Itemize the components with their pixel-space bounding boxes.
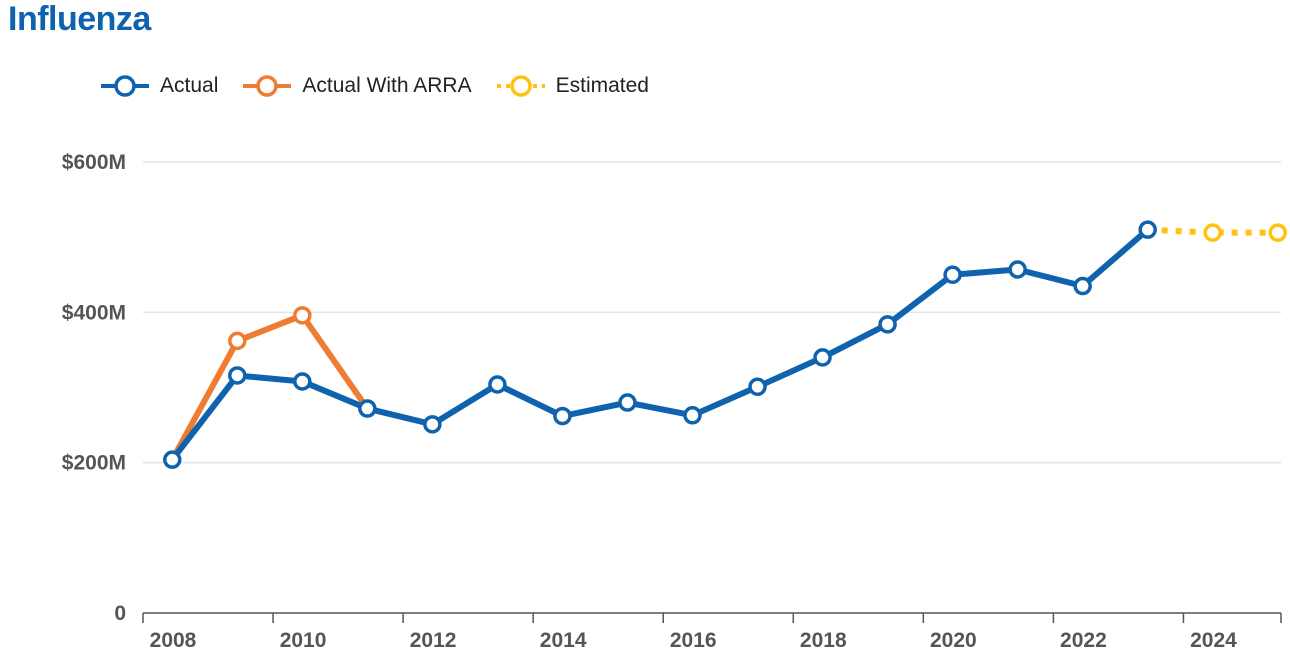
x-tick-label: 2024 — [1190, 629, 1237, 652]
legend-label-actual-with-arra: Actual With ARRA — [302, 74, 472, 97]
x-tick-label: 2010 — [280, 629, 327, 652]
actual-data-point — [488, 375, 507, 394]
x-tick-label: 2020 — [930, 629, 977, 652]
actual-data-point — [748, 377, 767, 396]
actual-data-point — [553, 406, 572, 426]
legend-label-estimated: Estimated — [555, 74, 649, 97]
actual-data-point — [163, 450, 182, 469]
actual-data-point — [293, 372, 312, 391]
x-tick-label: 2018 — [800, 629, 847, 652]
y-tick-label: $200M — [62, 452, 126, 475]
estimated-data-point — [1268, 223, 1287, 242]
y-tick-label: $400M — [62, 301, 126, 324]
legend-actual-marker-icon — [101, 75, 149, 97]
actual-with-arra-data-point — [228, 331, 247, 351]
chart-title: Influenza — [8, 0, 151, 38]
legend-label-actual: Actual — [160, 74, 219, 97]
x-tick-label: 2014 — [540, 629, 587, 652]
actual-data-point — [1008, 260, 1027, 279]
legend: Actual Actual With ARRA Estimated — [100, 70, 673, 102]
actual-data-point — [1073, 276, 1092, 296]
legend-item-actual[interactable]: Actual — [100, 74, 218, 98]
x-tick-label: 2008 — [150, 629, 197, 652]
actual-data-point — [618, 393, 637, 412]
x-tick-label: 2022 — [1060, 629, 1107, 652]
legend-arra-marker-icon — [243, 75, 292, 97]
actual-data-point — [943, 265, 962, 284]
actual-with-arra-data-point — [293, 306, 312, 325]
actual-data-point — [1138, 220, 1157, 239]
actual-with-arra-series-line — [169, 312, 371, 463]
legend-estimated-marker-icon — [496, 75, 545, 97]
legend-item-estimated[interactable]: Estimated — [496, 74, 649, 98]
actual-data-point — [358, 399, 377, 418]
y-tick-label: $600M — [62, 151, 126, 174]
actual-data-point — [878, 315, 897, 334]
x-tick-label: 2012 — [410, 629, 457, 652]
y-tick-label: 0 — [114, 602, 126, 625]
x-tick-label: 2016 — [670, 629, 717, 652]
actual-data-point — [228, 366, 247, 385]
estimated-data-point — [1203, 223, 1222, 242]
actual-data-point — [683, 406, 702, 425]
legend-item-actual-with-arra[interactable]: Actual With ARRA — [242, 74, 472, 98]
actual-data-point — [423, 415, 442, 434]
actual-data-point — [813, 348, 832, 367]
actual-series-line — [169, 226, 1151, 463]
